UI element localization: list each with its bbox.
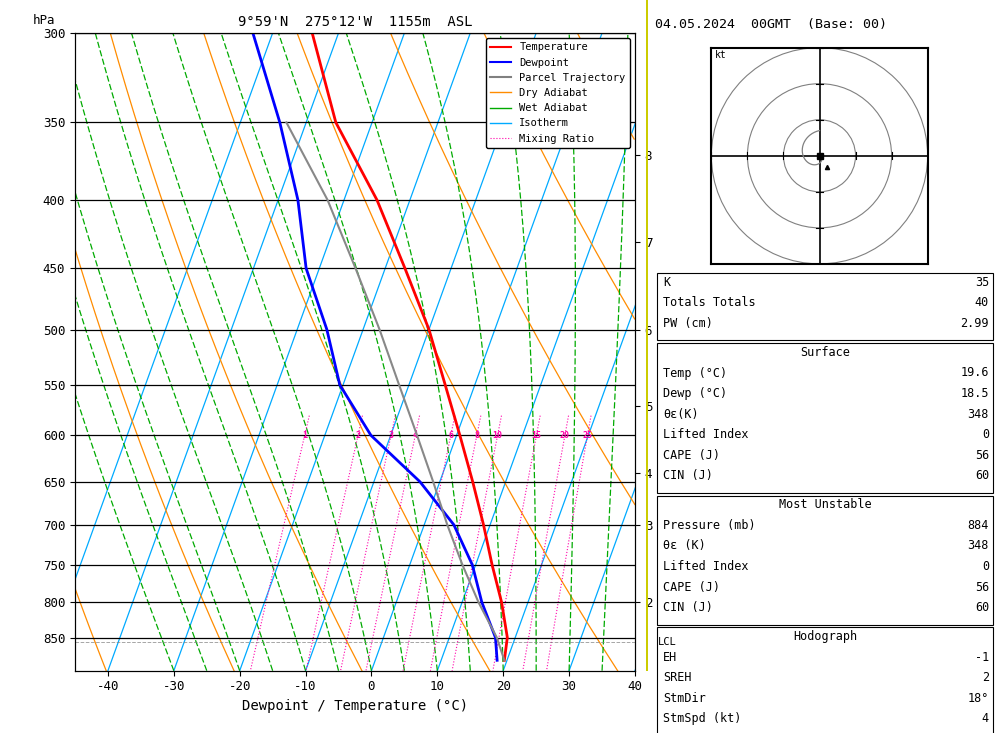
Text: Hodograph: Hodograph (793, 630, 857, 644)
Text: 884: 884 (968, 519, 989, 532)
Text: 19.6: 19.6 (960, 366, 989, 380)
Text: 8: 8 (474, 431, 479, 440)
Text: CIN (J): CIN (J) (663, 469, 713, 482)
Text: Lifted Index: Lifted Index (663, 560, 748, 573)
Text: 1: 1 (302, 431, 307, 440)
Title: 9°59'N  275°12'W  1155m  ASL: 9°59'N 275°12'W 1155m ASL (238, 15, 472, 29)
Text: Most Unstable: Most Unstable (779, 498, 871, 512)
Text: 15: 15 (531, 431, 541, 440)
Text: -1: -1 (975, 651, 989, 664)
Text: 4: 4 (982, 712, 989, 726)
Text: hPa: hPa (33, 14, 56, 26)
Text: 35: 35 (975, 276, 989, 289)
Text: 2.99: 2.99 (960, 317, 989, 330)
Text: 04.05.2024  00GMT  (Base: 00): 04.05.2024 00GMT (Base: 00) (655, 18, 887, 32)
Text: StmDir: StmDir (663, 692, 706, 705)
Text: 40: 40 (975, 296, 989, 309)
Text: 20: 20 (560, 431, 570, 440)
Text: PW (cm): PW (cm) (663, 317, 713, 330)
Text: 6: 6 (448, 431, 453, 440)
Text: 348: 348 (968, 539, 989, 553)
Text: SREH: SREH (663, 671, 692, 685)
Text: 2: 2 (982, 671, 989, 685)
Text: 60: 60 (975, 469, 989, 482)
Text: θε (K): θε (K) (663, 539, 706, 553)
Text: 2: 2 (356, 431, 361, 440)
Legend: Temperature, Dewpoint, Parcel Trajectory, Dry Adiabat, Wet Adiabat, Isotherm, Mi: Temperature, Dewpoint, Parcel Trajectory… (486, 38, 630, 148)
Text: Surface: Surface (800, 346, 850, 359)
Text: 348: 348 (968, 408, 989, 421)
Text: 0: 0 (982, 428, 989, 441)
Text: Lifted Index: Lifted Index (663, 428, 748, 441)
Text: 56: 56 (975, 581, 989, 594)
Text: 18.5: 18.5 (960, 387, 989, 400)
Text: Pressure (mb): Pressure (mb) (663, 519, 756, 532)
Text: CAPE (J): CAPE (J) (663, 581, 720, 594)
Text: StmSpd (kt): StmSpd (kt) (663, 712, 741, 726)
Text: 60: 60 (975, 601, 989, 614)
Text: K: K (663, 276, 670, 289)
Text: Totals Totals: Totals Totals (663, 296, 756, 309)
Text: EH: EH (663, 651, 677, 664)
Text: 3: 3 (389, 431, 394, 440)
Text: 18°: 18° (968, 692, 989, 705)
Text: 4: 4 (413, 431, 418, 440)
Text: 56: 56 (975, 449, 989, 462)
X-axis label: Dewpoint / Temperature (°C): Dewpoint / Temperature (°C) (242, 699, 468, 713)
Text: 0: 0 (982, 560, 989, 573)
Text: Temp (°C): Temp (°C) (663, 366, 727, 380)
Text: 10: 10 (493, 431, 503, 440)
Text: θε(K): θε(K) (663, 408, 699, 421)
Text: Dewp (°C): Dewp (°C) (663, 387, 727, 400)
Text: CAPE (J): CAPE (J) (663, 449, 720, 462)
Text: CIN (J): CIN (J) (663, 601, 713, 614)
Text: LCL: LCL (657, 636, 676, 647)
Text: 25: 25 (582, 431, 592, 440)
Text: kt: kt (715, 51, 727, 60)
